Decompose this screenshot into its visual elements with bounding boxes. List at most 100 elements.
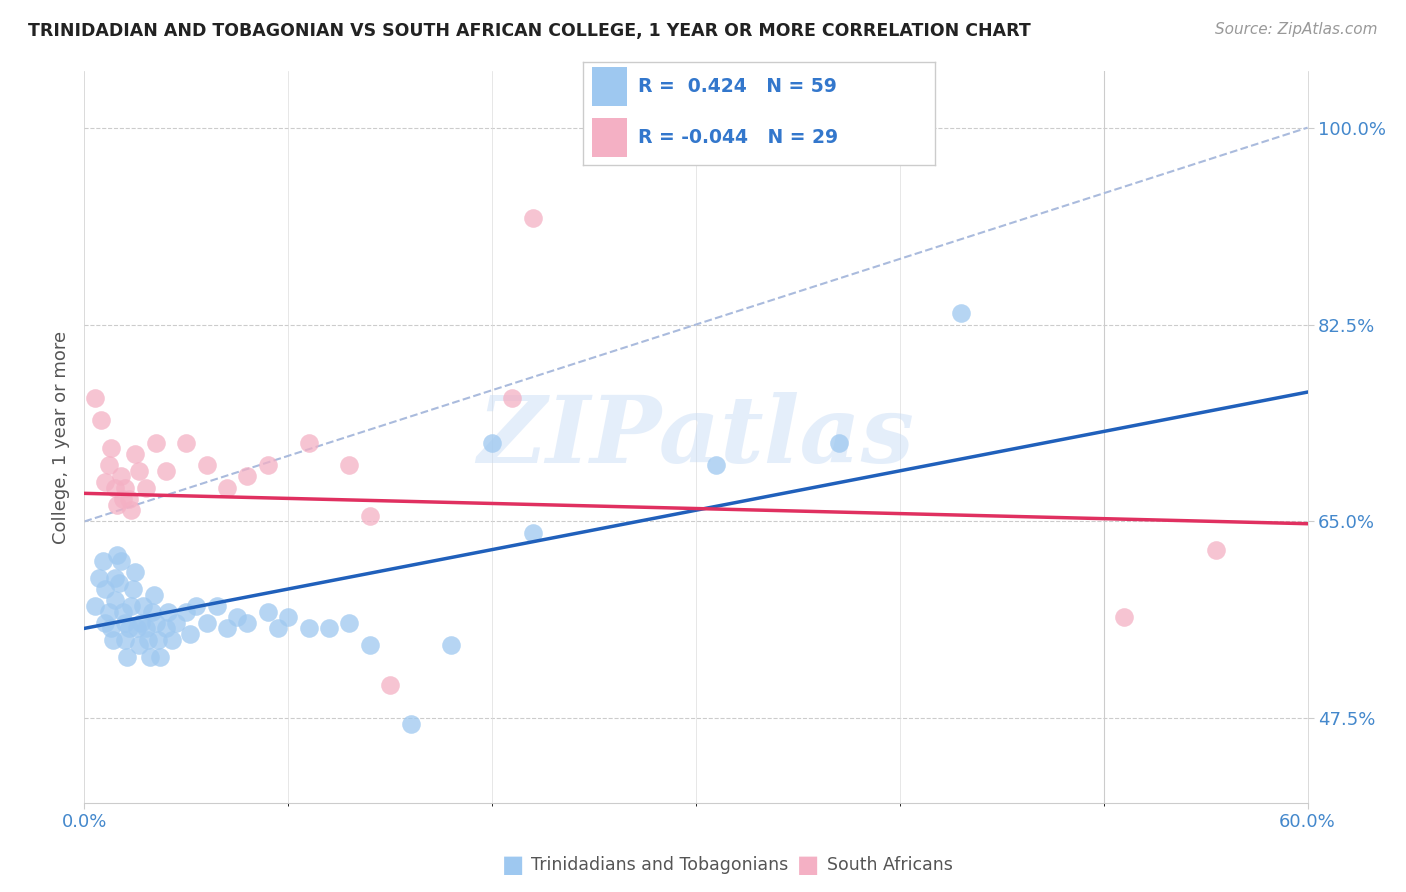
Point [146,632,169,647]
Point [132,599,155,613]
Point [155,621,177,635]
Point [145,615,167,630]
Point [1114,610,1136,624]
Point [100,442,122,456]
Point [105,498,128,512]
Point [101,632,124,647]
Point [118,621,141,635]
Point [277,610,299,624]
Point [205,599,228,613]
Point [704,458,728,473]
Point [155,464,177,478]
Y-axis label: College, 1 year or more: College, 1 year or more [52,331,70,543]
Point [124,565,146,579]
Point [120,599,142,613]
Point [93,615,115,630]
FancyBboxPatch shape [592,118,627,157]
Point [118,491,141,506]
Point [481,435,503,450]
Point [136,632,159,647]
Point [298,435,321,450]
Point [97,458,120,473]
Point [128,464,150,478]
Point [120,503,142,517]
Point [104,571,127,585]
Point [104,481,127,495]
Point [114,481,136,495]
Text: TRINIDADIAN AND TOBAGONIAN VS SOUTH AFRICAN COLLEGE, 1 YEAR OR MORE CORRELATION : TRINIDADIAN AND TOBAGONIAN VS SOUTH AFRI… [28,22,1031,40]
Point [298,621,321,635]
Text: R = -0.044   N = 29: R = -0.044 N = 29 [638,128,838,147]
Point [186,599,208,613]
Point [105,548,128,562]
Point [179,627,201,641]
Point [122,582,145,596]
Point [138,649,160,664]
Point [100,621,122,635]
Point [83,599,105,613]
Text: ■: ■ [502,854,524,877]
Text: South Africans: South Africans [827,856,953,874]
Point [226,610,249,624]
Point [1205,542,1227,557]
Point [149,649,172,664]
Point [115,649,138,664]
Point [747,149,769,163]
Point [827,435,849,450]
Point [112,605,135,619]
Point [380,678,402,692]
Point [236,615,259,630]
Point [522,211,544,225]
Point [318,621,340,635]
Point [236,469,259,483]
Point [141,605,163,619]
Point [93,582,115,596]
Point [217,481,239,495]
Point [91,554,114,568]
Point [135,621,157,635]
Point [522,525,544,540]
Text: ■: ■ [797,854,820,877]
Point [501,391,523,405]
Text: ZIPatlas: ZIPatlas [478,392,914,482]
Point [174,435,197,450]
Text: R =  0.424   N = 59: R = 0.424 N = 59 [638,77,837,95]
Point [87,571,110,585]
Point [90,413,112,427]
Point [142,588,165,602]
Point [440,638,463,652]
Point [128,638,150,652]
Point [339,458,360,473]
Point [217,621,239,635]
Point [339,615,360,630]
Text: Trinidadians and Tobagonians: Trinidadians and Tobagonians [531,856,789,874]
FancyBboxPatch shape [592,67,627,105]
Point [195,458,218,473]
Point [110,554,132,568]
Point [195,615,218,630]
Text: Source: ZipAtlas.com: Source: ZipAtlas.com [1215,22,1378,37]
Point [257,458,280,473]
Point [131,615,153,630]
Point [83,391,105,405]
Point [156,605,179,619]
Point [124,447,146,461]
Point [108,576,131,591]
Point [104,593,127,607]
Point [160,632,183,647]
Point [165,615,187,630]
Point [114,632,136,647]
Point [257,605,280,619]
Point [267,621,290,635]
Point [359,638,381,652]
Point [174,605,197,619]
Point [93,475,115,489]
Point [97,605,120,619]
Point [950,306,973,320]
Point [112,491,135,506]
Point [127,621,149,635]
Point [135,481,157,495]
Point [359,508,381,523]
Point [114,615,136,630]
Point [145,435,167,450]
